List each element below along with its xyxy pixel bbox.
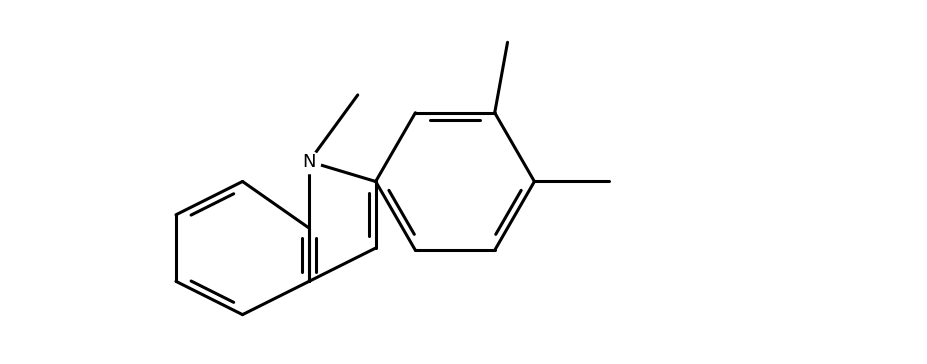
Text: N: N <box>302 153 315 170</box>
